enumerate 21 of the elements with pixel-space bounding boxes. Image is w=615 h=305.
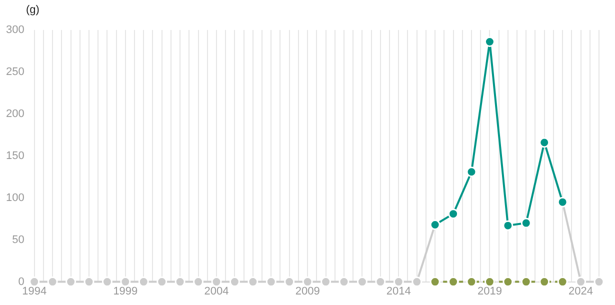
x-tick-label: 1994 xyxy=(22,285,47,298)
x-tick-label: 1999 xyxy=(113,285,138,298)
x-tick-label: 2014 xyxy=(386,285,411,298)
x-tick-label: 2004 xyxy=(204,285,229,298)
x-tick-label: 2019 xyxy=(477,285,502,298)
y-tick-label: 100 xyxy=(6,192,24,204)
point xyxy=(466,166,477,178)
y-tick-label: 300 xyxy=(6,24,24,36)
x-tick-label: 2009 xyxy=(295,285,320,298)
point xyxy=(448,208,459,220)
point xyxy=(484,36,495,47)
point xyxy=(520,218,532,228)
point xyxy=(502,220,514,231)
y-tick-label: 150 xyxy=(6,150,24,162)
point xyxy=(539,137,550,148)
y-tick-label: 200 xyxy=(6,108,24,120)
y-axis-title: (g) xyxy=(26,4,40,16)
y-tick-label: 0 xyxy=(18,276,24,288)
y-tick-label: 250 xyxy=(6,66,24,78)
y-tick-label: 50 xyxy=(12,234,24,246)
x-tick-label: 2024 xyxy=(568,285,594,298)
